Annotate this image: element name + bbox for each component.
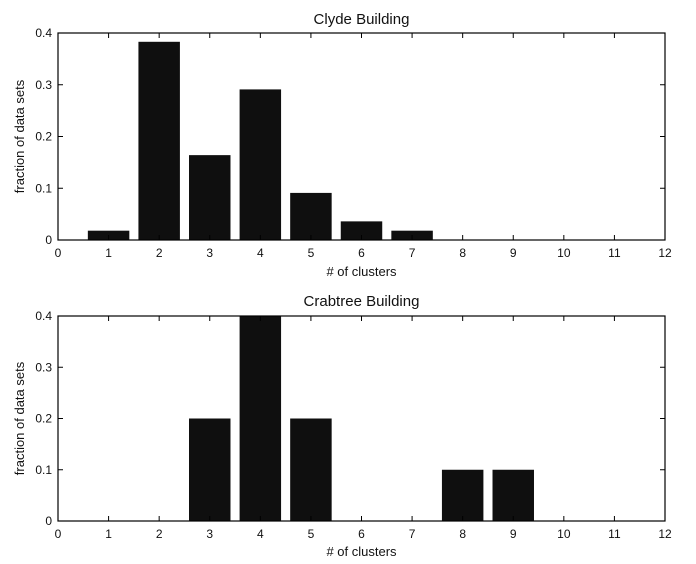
x-tick-label: 5 [308, 246, 315, 260]
y-tick-label: 0.3 [35, 360, 52, 374]
x-tick-label: 0 [55, 246, 62, 260]
y-tick-label: 0.4 [35, 309, 52, 323]
plot-frame [57, 315, 666, 522]
x-tick-label: 6 [358, 527, 365, 541]
y-axis-label: fraction of data sets [12, 79, 27, 193]
bar [189, 418, 231, 521]
x-tick-label: 12 [658, 246, 672, 260]
x-tick-label: 8 [459, 246, 466, 260]
x-axis-label: # of clusters [326, 544, 397, 559]
x-tick-label: 5 [308, 527, 315, 541]
y-tick-label: 0.1 [35, 181, 52, 195]
y-tick-label: 0.4 [35, 26, 52, 40]
x-tick-label: 0 [55, 527, 62, 541]
x-tick-label: 8 [459, 527, 466, 541]
bar [138, 41, 180, 240]
x-tick-label: 3 [206, 527, 213, 541]
x-tick-label: 3 [206, 246, 213, 260]
y-tick-label: 0 [45, 514, 52, 528]
x-axis-label: # of clusters [326, 264, 397, 279]
x-tick-label: 12 [658, 527, 672, 541]
bar [492, 469, 534, 521]
x-tick-label: 11 [608, 527, 621, 541]
x-tick-label: 2 [156, 246, 163, 260]
bar [239, 316, 282, 521]
x-tick-label: 2 [156, 527, 163, 541]
bar [189, 155, 231, 240]
chart-title: Crabtree Building [304, 293, 420, 310]
x-tick-label: 9 [510, 527, 517, 541]
x-tick-label: 1 [105, 527, 112, 541]
x-tick-label: 10 [557, 246, 571, 260]
y-tick-label: 0 [45, 233, 52, 247]
x-tick-label: 1 [105, 246, 112, 260]
x-tick-label: 7 [409, 246, 416, 260]
y-tick-label: 0.1 [35, 463, 52, 477]
x-tick-label: 4 [257, 527, 264, 541]
y-tick-label: 0.3 [35, 78, 52, 92]
x-tick-label: 9 [510, 246, 517, 260]
x-tick-label: 11 [608, 246, 621, 260]
bar [239, 89, 282, 240]
y-tick-label: 0.2 [35, 412, 52, 426]
bar [340, 221, 383, 240]
bar [290, 418, 332, 521]
x-tick-label: 10 [557, 527, 571, 541]
y-axis-label: fraction of data sets [12, 361, 27, 475]
bar [290, 192, 332, 240]
bar [441, 469, 484, 521]
y-tick-label: 0.2 [35, 130, 52, 144]
x-tick-label: 7 [409, 527, 416, 541]
chart-title: Clyde Building [314, 11, 410, 28]
x-tick-label: 4 [257, 246, 264, 260]
x-tick-label: 6 [358, 246, 365, 260]
